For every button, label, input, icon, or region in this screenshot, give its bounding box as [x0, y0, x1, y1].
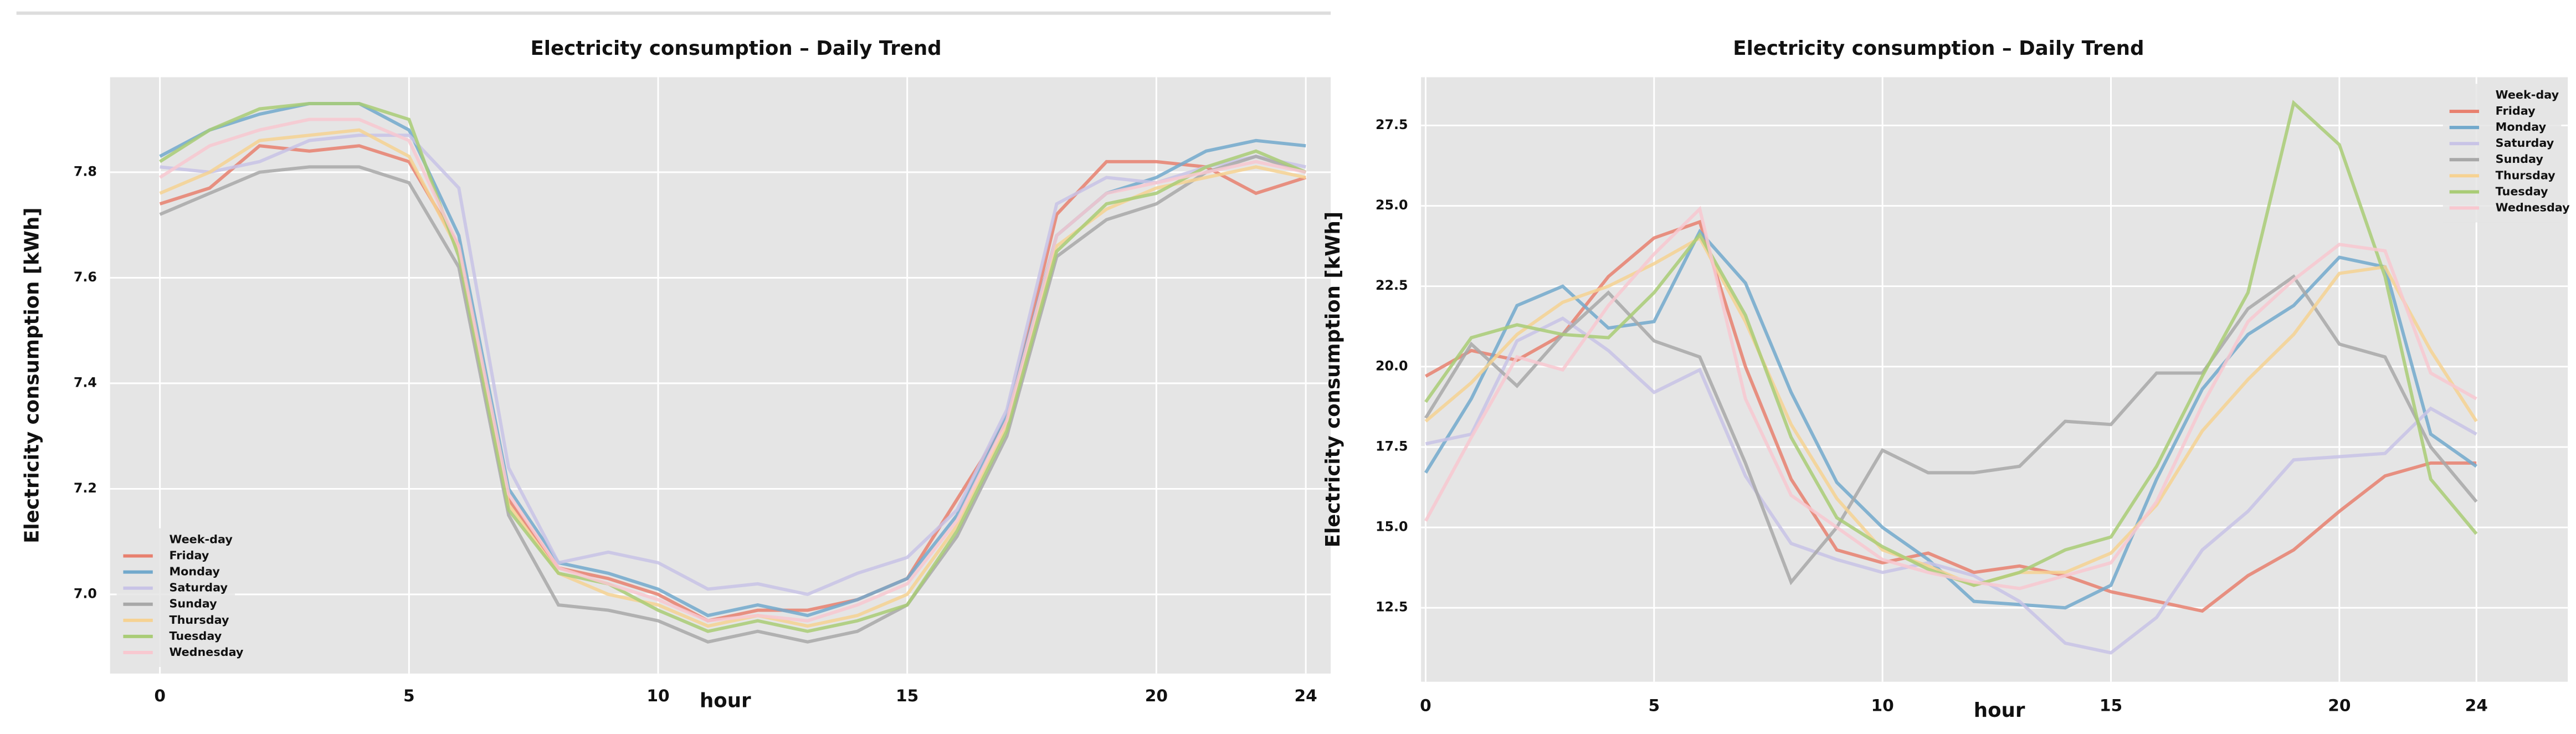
y-tick-label: 7.6 [74, 269, 97, 285]
chart-title: Electricity consumption – Daily Trend [1733, 37, 2144, 60]
series-line [1424, 206, 2477, 591]
series-line [159, 102, 1307, 633]
y-tick-label: 7.4 [74, 374, 97, 390]
y-tick-label: 7.8 [74, 163, 97, 179]
y-tick-label: 15.0 [1376, 519, 1408, 535]
y-tick-label: 7.0 [74, 586, 97, 601]
y-tick-label: 25.0 [1376, 197, 1408, 213]
x-axis-label: hour [1974, 699, 2025, 722]
x-tick-label: 0 [154, 686, 166, 705]
legend-title: Week-day [2496, 88, 2559, 101]
x-tick-label: 20 [1145, 686, 1168, 705]
x-tick-label: 15 [896, 686, 918, 705]
x-tick-label: 5 [1648, 696, 1660, 715]
x-tick-label: 20 [2328, 696, 2351, 715]
legend-label: Thursday [169, 613, 229, 627]
series-line [1424, 228, 2477, 610]
chart-title: Electricity consumption – Daily Trend [531, 37, 942, 60]
legend-label: Thursday [2496, 168, 2556, 182]
y-tick-label: 22.5 [1376, 278, 1408, 293]
legend-title: Week-day [169, 532, 233, 546]
series-line [159, 117, 1306, 623]
x-tick-label: 15 [2100, 696, 2122, 715]
legend-box [2442, 84, 2562, 223]
y-axis-label: Electricity consumption [kWh] [20, 207, 43, 543]
y-tick-label: 12.5 [1376, 599, 1408, 615]
legend-label: Saturday [2496, 136, 2554, 150]
series-line [159, 128, 1306, 628]
legend-label: Tuesday [2496, 184, 2548, 198]
legend-label: Sunday [169, 597, 217, 610]
series-line [160, 134, 1306, 597]
series-line [1425, 316, 2477, 655]
series-line [1424, 219, 2477, 613]
legend-label: Friday [169, 549, 209, 562]
x-tick-label: 24 [2465, 696, 2488, 715]
y-axis-label: Electricity consumption [kWh] [1322, 212, 1345, 547]
x-tick-label: 10 [1871, 696, 1894, 715]
legend-label: Friday [2496, 104, 2536, 117]
legend-box [116, 528, 235, 668]
legend-label: Tuesday [169, 629, 222, 643]
legend-label: Sunday [2496, 152, 2544, 166]
series-line [159, 155, 1307, 644]
x-axis-label: hour [700, 689, 751, 712]
x-tick-label: 10 [646, 686, 669, 705]
x-tick-label: 5 [403, 686, 415, 705]
y-tick-label: 20.0 [1376, 358, 1408, 373]
legend-label: Wednesday [2496, 201, 2570, 214]
legend-label: Saturday [169, 581, 228, 594]
series-line [159, 144, 1307, 623]
legend-label: Wednesday [169, 645, 243, 659]
legend-label: Monday [169, 565, 220, 578]
y-tick-label: 17.5 [1376, 438, 1408, 454]
x-tick-label: 24 [1295, 686, 1317, 705]
plot-area [110, 77, 1331, 674]
series-line [1424, 274, 2478, 586]
x-tick-label: 0 [1420, 696, 1431, 715]
y-tick-label: 27.5 [1376, 117, 1408, 132]
y-tick-label: 7.2 [74, 480, 97, 496]
legend-label: Monday [2496, 120, 2547, 134]
